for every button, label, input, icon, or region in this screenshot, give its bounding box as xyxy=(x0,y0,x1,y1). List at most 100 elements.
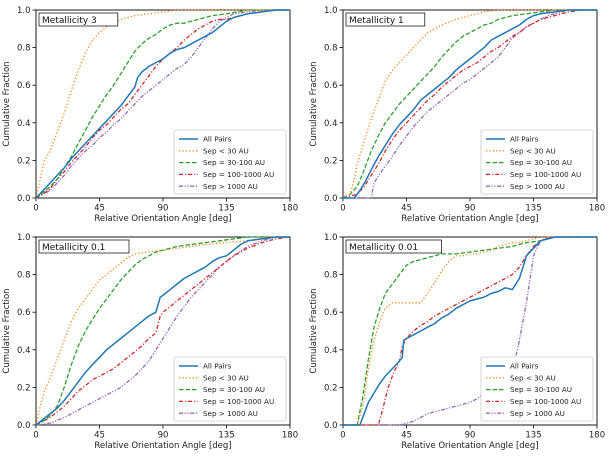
x-tick-label: 45 xyxy=(94,204,105,214)
y-tick-label: 0.0 xyxy=(324,194,338,204)
legend-label: Sep = 30-100 AU xyxy=(203,385,265,394)
y-tick-label: 1.0 xyxy=(324,6,338,16)
series-line-sep-30-au xyxy=(36,236,290,426)
y-tick-label: 0.6 xyxy=(324,308,338,318)
y-tick-label: 0.6 xyxy=(17,81,31,91)
series-group xyxy=(36,236,290,426)
y-tick-label: 0.4 xyxy=(324,346,338,356)
y-tick-label: 0.6 xyxy=(324,81,338,91)
legend-box xyxy=(480,356,594,422)
x-tick-label: 90 xyxy=(158,431,169,441)
y-axis-label: Cumulative Fraction xyxy=(309,288,319,373)
legend-label: Sep > 1000 AU xyxy=(203,409,258,418)
x-axis-label: Relative Orientation Angle [deg] xyxy=(401,214,538,224)
series-line-sep-30-100-au xyxy=(36,236,290,426)
series-line-sep-30-100-au xyxy=(36,9,290,199)
series-line-sep-30-100-au xyxy=(343,236,597,426)
y-tick-label: 0.2 xyxy=(17,383,31,393)
legend-label: Sep < 30 AU xyxy=(203,146,249,155)
x-tick-label: 0 xyxy=(33,431,38,441)
x-axis-label: Relative Orientation Angle [deg] xyxy=(401,441,538,451)
legend-label: Sep = 100-1000 AU xyxy=(203,397,274,406)
legend-label: Sep = 30-100 AU xyxy=(510,385,572,394)
x-tick-label: 135 xyxy=(218,204,234,214)
x-tick-label: 180 xyxy=(282,431,298,441)
panel-title-box xyxy=(345,12,426,27)
panel-title: Metallicity 3 xyxy=(42,16,97,26)
series-line-all-pairs xyxy=(36,236,290,426)
x-axis-label: Relative Orientation Angle [deg] xyxy=(94,214,231,224)
legend-label: All Pairs xyxy=(203,135,232,144)
panel-title-box xyxy=(38,12,119,27)
series-line-all-pairs xyxy=(36,9,290,199)
legend-box xyxy=(480,129,594,195)
x-tick-label: 180 xyxy=(589,431,605,441)
x-tick-label: 45 xyxy=(401,431,412,441)
x-tick-label: 0 xyxy=(340,204,345,214)
legend-label: All Pairs xyxy=(203,362,232,371)
x-tick-label: 180 xyxy=(282,204,298,214)
legend-label: Sep = 100-1000 AU xyxy=(510,397,581,406)
legend-box xyxy=(173,356,287,422)
legend-label: Sep = 30-100 AU xyxy=(510,158,572,167)
y-tick-label: 0.4 xyxy=(324,119,338,129)
legend-label: Sep = 30-100 AU xyxy=(203,158,265,167)
legend-label: All Pairs xyxy=(510,135,539,144)
y-axis-label: Cumulative Fraction xyxy=(309,61,319,146)
legend-label: Sep < 30 AU xyxy=(203,373,249,382)
y-tick-label: 1.0 xyxy=(17,6,31,16)
x-tick-label: 45 xyxy=(94,431,105,441)
y-tick-label: 0.0 xyxy=(17,421,31,431)
legend-label: Sep = 100-1000 AU xyxy=(203,170,274,179)
y-tick-label: 0.2 xyxy=(324,156,338,166)
y-axis-label: Cumulative Fraction xyxy=(2,61,12,146)
x-tick-label: 0 xyxy=(33,204,38,214)
series-group xyxy=(343,9,597,199)
y-tick-label: 0.8 xyxy=(17,271,31,281)
panel-title: Metallicity 0.1 xyxy=(42,243,105,253)
y-tick-label: 0.8 xyxy=(324,44,338,54)
y-tick-label: 0.6 xyxy=(17,308,31,318)
legend-label: Sep > 1000 AU xyxy=(510,182,565,191)
series-line-sep-30-au xyxy=(343,9,597,199)
series-group xyxy=(36,9,290,199)
series-line-sep-100-1000-au xyxy=(36,9,290,199)
panel-metallicity-1: 0 45 90 135 180 0.0 0.2 0.4 0.6 0.8 1.0 Relative Or… xyxy=(309,6,605,224)
series-line-all-pairs xyxy=(343,9,597,199)
x-tick-label: 135 xyxy=(525,431,541,441)
y-tick-label: 1.0 xyxy=(17,233,31,243)
x-tick-label: 45 xyxy=(401,204,412,214)
x-tick-label: 90 xyxy=(158,204,169,214)
y-tick-label: 0.4 xyxy=(17,346,31,356)
series-line-sep-30-au xyxy=(36,9,290,199)
panel-metallicity-3: 0 45 90 135 180 0.0 0.2 0.4 0.6 0.8 1.0 Relative Or… xyxy=(2,6,298,224)
panel-title-box xyxy=(345,239,442,254)
legend-label: Sep < 30 AU xyxy=(510,373,556,382)
panel-metallicity-0-1: 0 45 90 135 180 0.0 0.2 0.4 0.6 0.8 1.0 Relative Or… xyxy=(2,233,298,451)
panel-title-box xyxy=(38,239,130,254)
series-line-sep-30-100-au xyxy=(343,9,597,199)
legend-label: Sep < 30 AU xyxy=(510,146,556,155)
legend-label: All Pairs xyxy=(510,362,539,371)
x-tick-label: 90 xyxy=(465,204,476,214)
y-axis-label: Cumulative Fraction xyxy=(2,288,12,373)
y-tick-label: 0.0 xyxy=(17,194,31,204)
panel-title: Metallicity 0.01 xyxy=(349,243,418,253)
y-tick-label: 0.2 xyxy=(17,156,31,166)
legend-label: Sep > 1000 AU xyxy=(510,409,565,418)
series-line-all-pairs xyxy=(343,236,597,426)
y-tick-label: 0.0 xyxy=(324,421,338,431)
panel-title: Metallicity 1 xyxy=(349,16,404,26)
x-tick-label: 135 xyxy=(218,431,234,441)
legend-label: Sep = 100-1000 AU xyxy=(510,170,581,179)
y-tick-label: 0.8 xyxy=(324,271,338,281)
series-line-sep-100-1000-au xyxy=(36,236,290,426)
x-tick-label: 0 xyxy=(340,431,345,441)
y-tick-label: 0.8 xyxy=(17,44,31,54)
x-tick-label: 180 xyxy=(589,204,605,214)
x-tick-label: 135 xyxy=(525,204,541,214)
y-tick-label: 0.2 xyxy=(324,383,338,393)
series-group xyxy=(343,236,597,426)
x-axis-label: Relative Orientation Angle [deg] xyxy=(94,441,231,451)
